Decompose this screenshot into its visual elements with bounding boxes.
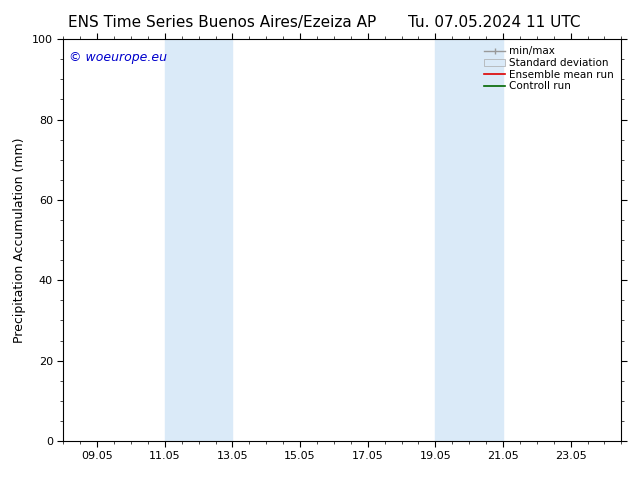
Legend: min/max, Standard deviation, Ensemble mean run, Controll run: min/max, Standard deviation, Ensemble me… bbox=[482, 45, 616, 93]
Bar bbox=[436, 39, 503, 441]
Bar bbox=[165, 39, 233, 441]
Text: Tu. 07.05.2024 11 UTC: Tu. 07.05.2024 11 UTC bbox=[408, 15, 581, 30]
Y-axis label: Precipitation Accumulation (mm): Precipitation Accumulation (mm) bbox=[13, 137, 27, 343]
Text: ENS Time Series Buenos Aires/Ezeiza AP: ENS Time Series Buenos Aires/Ezeiza AP bbox=[68, 15, 376, 30]
Text: © woeurope.eu: © woeurope.eu bbox=[69, 51, 167, 64]
